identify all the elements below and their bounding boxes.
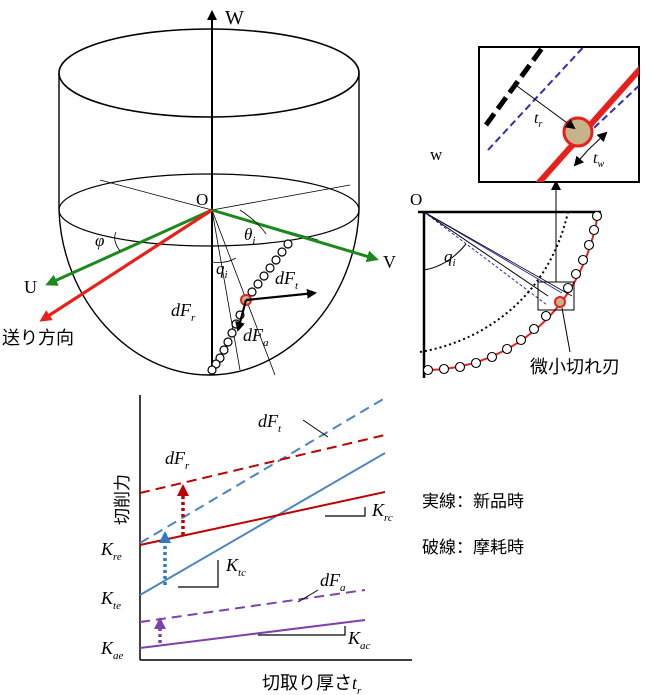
dfa-arrow xyxy=(235,299,248,332)
dfa-new-line xyxy=(139,619,366,649)
dft-leader xyxy=(302,419,329,438)
kac-label: Kac xyxy=(347,628,371,652)
legend-dashed: 破線：摩耗時 xyxy=(422,538,524,558)
cylinder-top-ellipse xyxy=(58,28,360,118)
edge-node xyxy=(515,334,527,346)
chart-dft-label: dFt xyxy=(258,411,282,435)
edge-node xyxy=(223,337,233,347)
kac-slope-marker xyxy=(258,626,346,636)
inset-blue-dashed-1 xyxy=(487,47,585,151)
dfa-worn-line xyxy=(139,589,366,623)
dfr-worn-line xyxy=(139,434,386,494)
inset-tw-arrow-2 xyxy=(587,131,608,151)
edge-node xyxy=(283,239,293,249)
u-axis-label: U xyxy=(24,277,37,297)
inset-black-dashed xyxy=(483,47,546,127)
krc-slope-marker xyxy=(325,507,366,517)
construction-line-1 xyxy=(99,179,213,211)
edge-node xyxy=(528,323,540,335)
edge-node xyxy=(207,365,217,375)
kre-label: Kre xyxy=(100,539,122,563)
construction-line-5 xyxy=(211,209,241,371)
krc-label: Krc xyxy=(371,500,393,524)
v-axis-label: V xyxy=(383,252,396,272)
micro-edge-callout xyxy=(561,307,571,353)
v-axis xyxy=(211,208,379,263)
edge-node xyxy=(247,287,257,297)
section-origin-label: O xyxy=(410,190,422,209)
zoom-inset: tr tw xyxy=(478,46,640,183)
edge-node xyxy=(422,364,434,376)
force-chart: dFt dFr dFa Kre Kte Kae Krc Ktc Kac 切削力 … xyxy=(100,395,524,695)
edge-node xyxy=(577,254,589,266)
edge-node xyxy=(219,345,229,355)
chart-dfa-label: dFa xyxy=(320,570,346,594)
edge-node xyxy=(454,361,466,373)
edge-node xyxy=(253,279,263,289)
edge-node xyxy=(470,357,482,369)
construction-line-2 xyxy=(211,184,351,211)
dfa-leader xyxy=(297,589,319,603)
ktc-slope-marker xyxy=(178,560,219,588)
micro-edge-label: 微小切れ刃 xyxy=(530,357,620,378)
kae-label: Kae xyxy=(100,638,124,662)
chart-y-label: 切削力 xyxy=(113,474,133,525)
section-q-arc xyxy=(423,243,467,271)
section-q-label: qi xyxy=(444,247,456,269)
inset-node xyxy=(562,116,594,148)
theta-arc xyxy=(239,209,267,235)
inset-tr-arrow xyxy=(516,85,576,130)
edge-node xyxy=(591,210,603,222)
w-axis-label: W xyxy=(225,7,244,29)
chart-dfr-label: dFr xyxy=(165,448,190,472)
dft-arrow xyxy=(245,288,317,302)
u-axis xyxy=(45,208,213,286)
dfr-new-line xyxy=(139,491,386,546)
section-edge-curve xyxy=(424,213,599,371)
edge-node xyxy=(227,328,237,338)
edge-node xyxy=(277,247,287,257)
tool-3d-view: W O U V φ θi qi dFt dFr dFa 送り方向 xyxy=(2,7,396,376)
edge-node xyxy=(486,351,498,363)
phi-arc xyxy=(114,231,121,252)
theta-label: θi xyxy=(244,225,255,247)
edge-node xyxy=(265,263,275,273)
kte-label: Kte xyxy=(100,588,121,612)
edge-node xyxy=(438,363,450,375)
chart-x-label: 切取り厚さtr xyxy=(262,673,362,695)
feed-direction-arrow xyxy=(39,208,213,322)
q-label: qi xyxy=(216,259,228,281)
ktc-label: Ktc xyxy=(225,555,246,579)
edge-node xyxy=(540,310,552,322)
edge-node xyxy=(271,255,281,265)
edge-node xyxy=(570,268,582,280)
inset-tr-label: tr xyxy=(534,110,542,130)
inset-tw-label: tw xyxy=(593,150,604,170)
section-ray-black xyxy=(423,211,549,297)
section-view: w O qi 微小切れ刃 xyxy=(410,145,620,378)
section-active-element xyxy=(554,296,566,308)
ball-end-outline xyxy=(58,209,360,376)
edge-node xyxy=(588,224,600,236)
dfr-label: dFr xyxy=(171,300,196,324)
phi-label: φ xyxy=(95,231,104,250)
dft-label: dFt xyxy=(275,268,299,292)
inset-red-edge xyxy=(535,65,639,182)
legend-solid: 実線：新品時 xyxy=(422,492,524,512)
construction-line-4 xyxy=(211,209,276,376)
section-edge-nodes xyxy=(422,210,603,376)
section-ray-blue-1 xyxy=(423,211,548,306)
section-w-label: w xyxy=(430,145,443,164)
q-arc xyxy=(211,257,237,263)
edge-node xyxy=(583,239,595,251)
edge-node xyxy=(259,271,269,281)
dft-new-line xyxy=(139,452,386,596)
dfa-label: dFa xyxy=(243,325,269,349)
feed-direction-label: 送り方向 xyxy=(2,328,74,349)
edge-node xyxy=(501,343,513,355)
inset-tw-arrow-1 xyxy=(573,149,589,167)
edge-node xyxy=(562,282,574,294)
origin-label: O xyxy=(196,190,208,209)
